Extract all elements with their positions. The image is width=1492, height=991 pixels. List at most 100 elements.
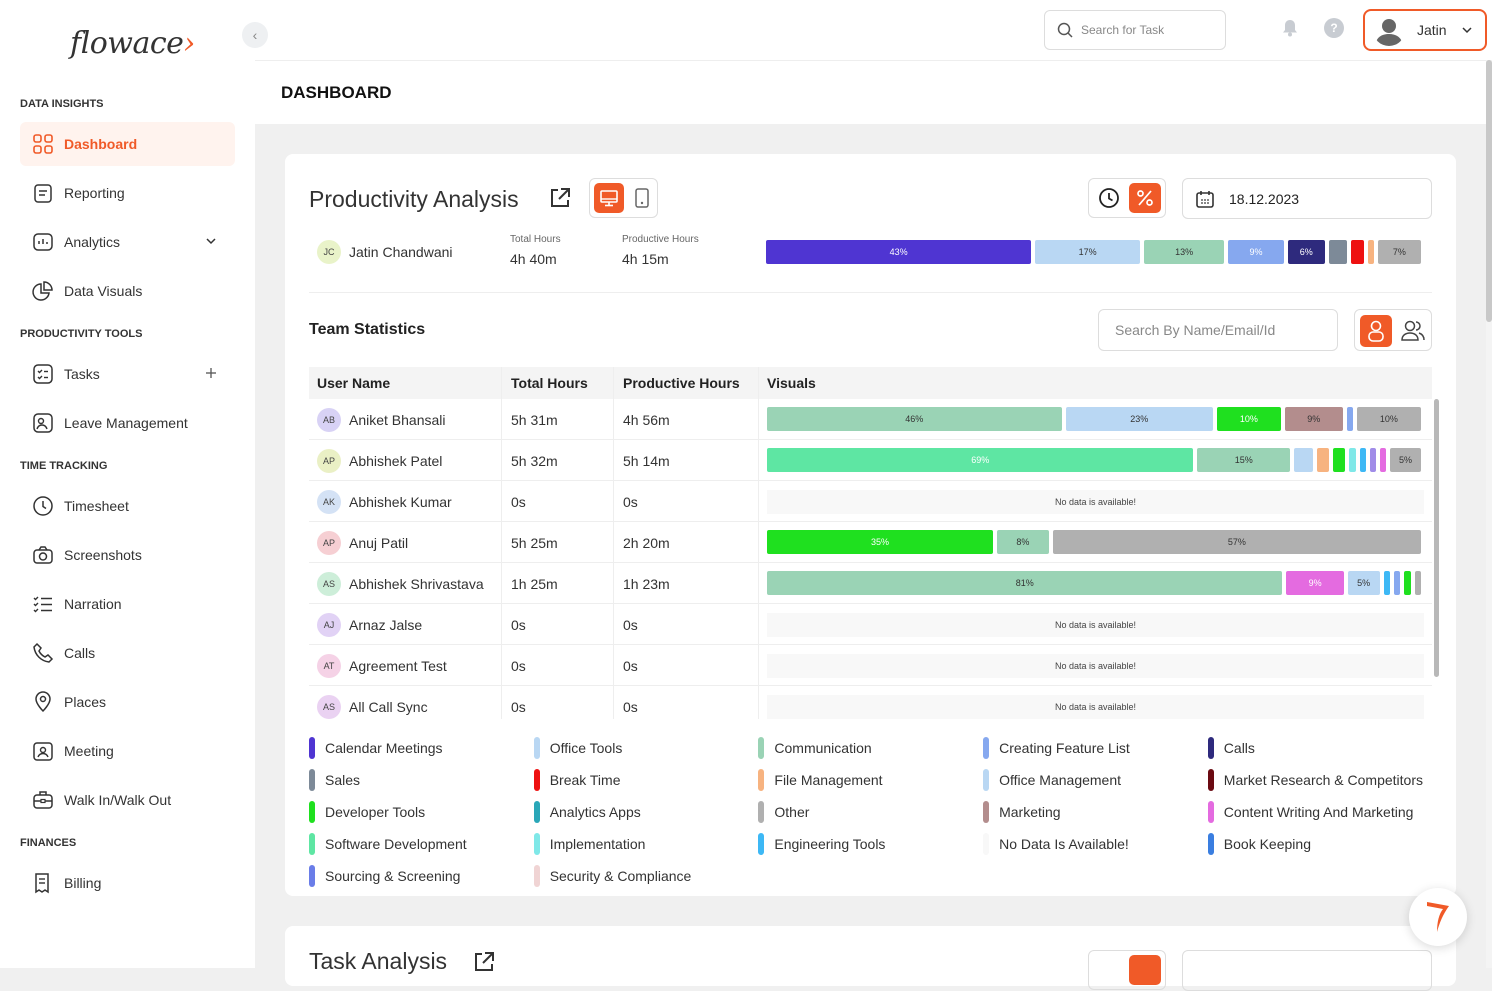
table-scrollbar-thumb[interactable] xyxy=(1434,399,1439,677)
bar-segment[interactable]: 15% xyxy=(1197,448,1291,472)
device-toggle xyxy=(589,178,658,218)
bar-segment[interactable]: 8% xyxy=(997,530,1049,554)
team-search-input[interactable]: Search By Name/Email/Id xyxy=(1098,309,1338,351)
bar-segment[interactable] xyxy=(1332,448,1346,472)
sidebar-item-timesheet[interactable]: Timesheet xyxy=(20,484,235,528)
main-scrollbar-thumb[interactable] xyxy=(1486,60,1492,322)
sidebar-item-analytics[interactable]: Analytics xyxy=(20,220,235,264)
bar-segment[interactable]: 9% xyxy=(1284,407,1343,431)
bar-segment[interactable] xyxy=(1316,448,1329,472)
table-row[interactable]: AK Abhishek Kumar 0s 0s No data is available… xyxy=(309,481,1432,522)
table-row[interactable]: AS Abhishek Shrivastava 1h 25m 1h 23m 81% 9% 5… xyxy=(309,563,1432,604)
table-row[interactable]: AJ Arnaz Jalse 0s 0s No data is available! xyxy=(309,604,1432,645)
bar-segment[interactable] xyxy=(1379,448,1387,472)
table-row[interactable]: AT Agreement Test 0s 0s No data is available… xyxy=(309,645,1432,686)
user-name: Aniket Bhansali xyxy=(349,411,446,428)
table-row[interactable]: AB Aniket Bhansali 5h 31m 4h 56m 46% 23% 10% 9%… xyxy=(309,399,1432,440)
bar-segment[interactable]: 81% xyxy=(767,571,1283,595)
bar-segment[interactable]: 13% xyxy=(1144,240,1225,264)
calendar-icon xyxy=(1196,190,1214,208)
date-picker[interactable] xyxy=(1182,950,1432,991)
bar-segment[interactable]: 10% xyxy=(1216,407,1281,431)
team-users-icon[interactable] xyxy=(1397,315,1429,347)
column-total-hours[interactable]: Total Hours xyxy=(511,375,588,391)
bar-segment[interactable]: 23% xyxy=(1065,407,1213,431)
desktop-icon[interactable] xyxy=(594,183,624,213)
sidebar-item-dashboard[interactable]: Dashboard xyxy=(20,122,235,166)
table-row[interactable]: AS All Call Sync 0s 0s No data is available! xyxy=(309,686,1432,719)
user-avatar xyxy=(1373,14,1405,46)
percent-icon[interactable] xyxy=(1129,955,1161,985)
flowace-logo[interactable]: flowace› xyxy=(70,26,195,61)
bar-segment[interactable] xyxy=(1346,407,1353,431)
bar-segment[interactable]: 57% xyxy=(1052,530,1421,554)
avatar: AT xyxy=(317,653,341,678)
bar-segment[interactable] xyxy=(1414,571,1421,595)
chevron-down-icon[interactable] xyxy=(205,234,217,250)
bar-segment[interactable] xyxy=(1294,448,1313,472)
bar-segment[interactable]: 35% xyxy=(767,530,994,554)
sidebar-item-screenshots[interactable]: Screenshots xyxy=(20,533,235,577)
bar-segment[interactable] xyxy=(1393,571,1401,595)
legend-swatch xyxy=(1207,737,1214,759)
bar-segment[interactable]: 9% xyxy=(1286,571,1344,595)
bar-segment[interactable]: 5% xyxy=(1347,571,1380,595)
sidebar-item-meeting[interactable]: Meeting xyxy=(20,729,235,773)
bar-segment[interactable] xyxy=(1367,240,1374,264)
search-task-input[interactable]: Search for Task xyxy=(1044,10,1226,50)
user-menu-button[interactable]: Jatin xyxy=(1363,9,1487,51)
legend-item: Calls xyxy=(1207,736,1255,760)
plus-icon[interactable] xyxy=(205,366,217,382)
sidebar-item-billing[interactable]: Billing xyxy=(20,861,235,905)
bar-segment[interactable]: 69% xyxy=(767,448,1194,472)
sidebar-section-title: TIME TRACKING xyxy=(20,460,108,472)
column-divider xyxy=(501,367,502,719)
sidebar-item-leave-management[interactable]: Leave Management xyxy=(20,401,235,445)
sidebar-item-calls[interactable]: Calls xyxy=(20,631,235,675)
legend-label: Break Time xyxy=(549,772,621,788)
collapse-sidebar-button[interactable]: ‹ xyxy=(242,22,268,48)
bar-segment[interactable]: 9% xyxy=(1228,240,1284,264)
sidebar-item-reporting[interactable]: Reporting xyxy=(20,171,235,215)
total-hours-value: 4h 40m xyxy=(510,251,557,267)
percent-icon[interactable] xyxy=(1129,183,1161,213)
bar-segment[interactable]: 6% xyxy=(1287,240,1325,264)
flowace-chat-button[interactable] xyxy=(1409,888,1467,946)
bar-segment[interactable] xyxy=(1404,571,1411,595)
bar-segment[interactable] xyxy=(1383,571,1390,595)
sidebar-item-walk-in-walk-out[interactable]: Walk In/Walk Out xyxy=(20,778,235,822)
column-user-name[interactable]: User Name xyxy=(317,375,391,391)
bar-segment[interactable]: 17% xyxy=(1035,240,1141,264)
mobile-icon[interactable] xyxy=(628,183,656,213)
sidebar-item-tasks[interactable]: Tasks xyxy=(20,352,235,396)
bar-segment[interactable]: 5% xyxy=(1390,448,1421,472)
legend-item: Break Time xyxy=(533,768,621,792)
bar-segment[interactable]: 10% xyxy=(1356,407,1421,431)
external-link-icon[interactable] xyxy=(548,186,572,210)
bar-segment[interactable] xyxy=(1369,448,1376,472)
bar-segment[interactable] xyxy=(1359,448,1366,472)
table-scrollbar[interactable] xyxy=(1434,399,1440,719)
flowace-mark-icon xyxy=(1427,902,1449,932)
sidebar-item-narration[interactable]: Narration xyxy=(20,582,235,626)
sidebar-section-title: DATA INSIGHTS xyxy=(20,98,104,110)
external-link-icon[interactable] xyxy=(472,950,496,974)
bar-segment[interactable] xyxy=(1351,240,1364,264)
sidebar-item-places[interactable]: Places xyxy=(20,680,235,724)
main-scrollbar[interactable] xyxy=(1486,60,1492,968)
table-row[interactable]: AP Abhishek Patel 5h 32m 5h 14m 69% 15% 5% xyxy=(309,440,1432,481)
bar-segment[interactable]: 43% xyxy=(766,240,1032,264)
table-row[interactable]: AP Anuj Patil 5h 25m 2h 20m 35% 8% 57% xyxy=(309,522,1432,563)
column-productive-hours[interactable]: Productive Hours xyxy=(623,375,740,391)
clock-icon[interactable] xyxy=(1093,183,1125,213)
sidebar-item-data-visuals[interactable]: Data Visuals xyxy=(20,269,235,313)
bar-segment[interactable]: 7% xyxy=(1377,240,1421,264)
sidebar-item-label: Leave Management xyxy=(64,415,188,431)
bar-segment[interactable]: 46% xyxy=(767,407,1062,431)
help-icon[interactable]: ? xyxy=(1324,18,1344,38)
date-picker[interactable]: 18.12.2023 xyxy=(1182,178,1432,219)
single-user-icon[interactable] xyxy=(1360,315,1392,347)
bar-segment[interactable] xyxy=(1328,240,1348,264)
bar-segment[interactable] xyxy=(1349,448,1356,472)
bell-icon[interactable] xyxy=(1280,18,1300,43)
